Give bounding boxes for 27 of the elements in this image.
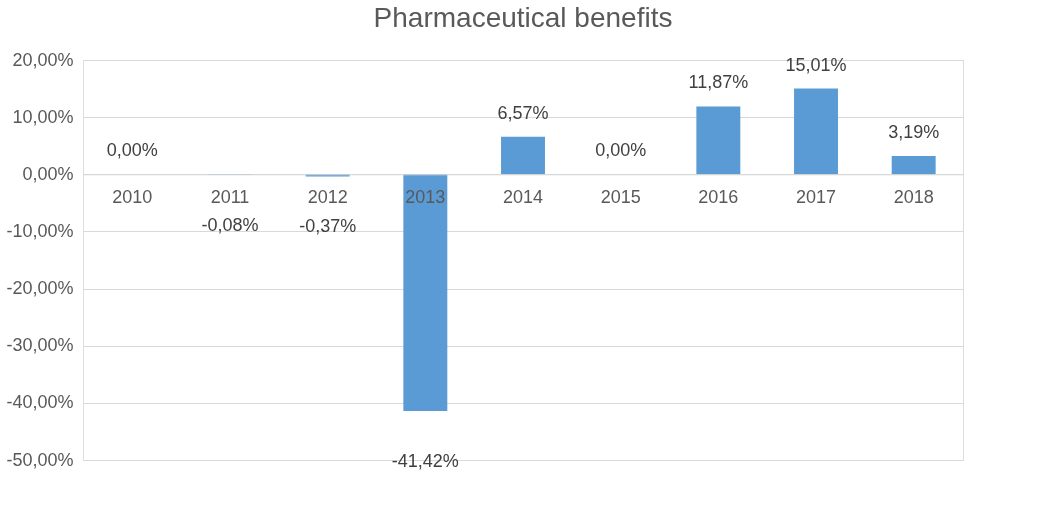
x-tick-label: 2014 — [502, 186, 544, 207]
y-tick-label: 20,00% — [12, 49, 74, 70]
y-tick-label: -10,00% — [6, 220, 74, 241]
data-label: 0,00% — [595, 140, 647, 161]
x-tick-label: 2013 — [405, 186, 446, 207]
data-label: 0,00% — [106, 140, 158, 161]
data-label: -41,42% — [391, 450, 459, 471]
y-tick-label: 0,00% — [22, 163, 74, 184]
data-label: 11,87% — [688, 72, 749, 93]
y-tick-label: -30,00% — [6, 335, 74, 356]
y-tick-label: -40,00% — [6, 392, 74, 413]
y-tick-label: -50,00% — [6, 449, 74, 470]
x-tick-label: 2015 — [600, 186, 641, 207]
x-tick-label: 2016 — [698, 186, 739, 207]
x-tick-label: 2018 — [893, 186, 934, 207]
x-tick-label: 2011 — [210, 186, 250, 207]
chart-title: Pharmaceutical benefits — [373, 2, 673, 33]
x-tick-label: 2017 — [795, 186, 837, 207]
data-label: 15,01% — [785, 54, 847, 75]
data-label: -0,37% — [299, 216, 357, 237]
data-label: 3,19% — [888, 122, 940, 143]
data-label: 6,57% — [497, 102, 549, 123]
x-tick-label: 2010 — [112, 186, 153, 207]
x-tick-label: 2012 — [307, 186, 348, 207]
y-tick-label: -20,00% — [6, 278, 74, 299]
data-label: -0,08% — [201, 214, 259, 235]
y-tick-label: 10,00% — [12, 106, 74, 127]
